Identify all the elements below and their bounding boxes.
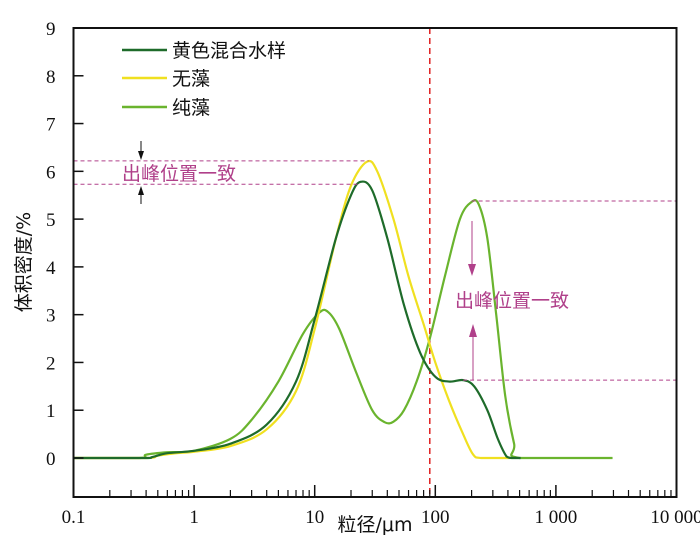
y-tick-label: 2 <box>46 353 56 374</box>
arrow-down-icon <box>138 151 144 160</box>
x-tick-label: 100 <box>421 507 450 528</box>
series-line-1 <box>73 159 511 460</box>
x-tick-label: 10 000 <box>650 507 700 528</box>
x-tick-label: 0.1 <box>62 507 86 528</box>
legend-label: 黄色混合水样 <box>172 40 286 62</box>
x-axis-title: 粒径/μm <box>338 514 413 536</box>
x-tick-label: 1 <box>189 507 199 528</box>
x-tick-label: 1 000 <box>535 507 578 528</box>
y-tick-label: 7 <box>46 115 56 136</box>
y-tick-label: 1 <box>46 401 56 422</box>
y-axis-title: 体积密度/% <box>13 212 35 312</box>
series-line-0 <box>73 180 521 460</box>
annotation-text: 出峰位置一致 <box>455 290 569 312</box>
arrow-up-icon <box>138 186 144 195</box>
y-tick-label: 9 <box>46 19 56 40</box>
plot-frame <box>72 27 678 498</box>
y-tick-label: 3 <box>46 306 56 327</box>
legend-label: 无藻 <box>172 68 210 90</box>
y-tick-label: 6 <box>46 162 56 183</box>
legend-label: 纯藻 <box>172 97 210 119</box>
arrow-down-icon <box>468 264 476 276</box>
arrow-up-icon <box>469 324 477 337</box>
y-tick-label: 5 <box>46 210 56 231</box>
y-tick-label: 4 <box>46 258 56 279</box>
x-tick-label: 10 <box>305 507 324 528</box>
y-tick-label: 0 <box>46 449 56 470</box>
y-tick-label: 8 <box>46 67 56 88</box>
annotation-text: 出峰位置一致 <box>122 163 236 185</box>
series-line-2 <box>73 199 613 460</box>
